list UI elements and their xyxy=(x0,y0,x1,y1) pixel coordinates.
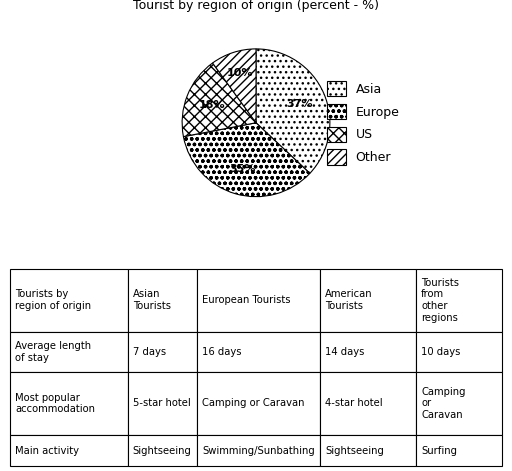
Bar xyxy=(197,332,320,372)
Bar xyxy=(10,435,128,466)
Text: Sightseeing: Sightseeing xyxy=(325,446,384,455)
Text: 16 days: 16 days xyxy=(202,347,242,357)
Text: 18%: 18% xyxy=(198,100,225,110)
Text: 14 days: 14 days xyxy=(325,347,365,357)
Bar xyxy=(128,332,197,372)
Text: Asian
Tourists: Asian Tourists xyxy=(133,289,170,311)
Wedge shape xyxy=(183,123,310,197)
Text: 37%: 37% xyxy=(287,99,313,109)
Bar xyxy=(197,269,320,332)
Wedge shape xyxy=(212,49,256,123)
Bar xyxy=(416,269,502,332)
Text: Swimming/Sunbathing: Swimming/Sunbathing xyxy=(202,446,315,455)
Bar xyxy=(416,435,502,466)
Text: Most popular
accommodation: Most popular accommodation xyxy=(15,393,95,414)
Bar xyxy=(320,435,416,466)
Text: 4-star hotel: 4-star hotel xyxy=(325,398,382,408)
Text: Average length
of stay: Average length of stay xyxy=(15,341,91,363)
Wedge shape xyxy=(256,49,330,173)
Text: Camping
or
Caravan: Camping or Caravan xyxy=(421,387,466,420)
Text: Surfing: Surfing xyxy=(421,446,457,455)
Text: Tourists
from
other
regions: Tourists from other regions xyxy=(421,278,459,323)
Bar xyxy=(197,372,320,435)
Text: 10%: 10% xyxy=(227,68,253,78)
Bar xyxy=(197,435,320,466)
Text: Main activity: Main activity xyxy=(15,446,79,455)
Text: Sightseeing: Sightseeing xyxy=(133,446,191,455)
Text: European Tourists: European Tourists xyxy=(202,295,291,305)
Bar xyxy=(10,269,128,332)
Legend: Asia, Europe, US, Other: Asia, Europe, US, Other xyxy=(323,77,403,168)
Bar xyxy=(416,372,502,435)
Bar xyxy=(320,372,416,435)
Wedge shape xyxy=(182,63,256,137)
Text: Camping or Caravan: Camping or Caravan xyxy=(202,398,305,408)
Bar xyxy=(320,332,416,372)
Text: 5-star hotel: 5-star hotel xyxy=(133,398,190,408)
Text: 10 days: 10 days xyxy=(421,347,461,357)
Text: American
Tourists: American Tourists xyxy=(325,289,373,311)
Bar xyxy=(416,332,502,372)
Bar xyxy=(10,372,128,435)
Bar xyxy=(128,269,197,332)
Text: 35%: 35% xyxy=(229,164,256,174)
Text: Tourists by
region of origin: Tourists by region of origin xyxy=(15,289,91,311)
Title: Tourist by region of origin (percent - %): Tourist by region of origin (percent - %… xyxy=(133,0,379,12)
Bar xyxy=(10,332,128,372)
Text: 7 days: 7 days xyxy=(133,347,166,357)
Bar xyxy=(128,372,197,435)
Bar xyxy=(128,435,197,466)
Bar xyxy=(320,269,416,332)
